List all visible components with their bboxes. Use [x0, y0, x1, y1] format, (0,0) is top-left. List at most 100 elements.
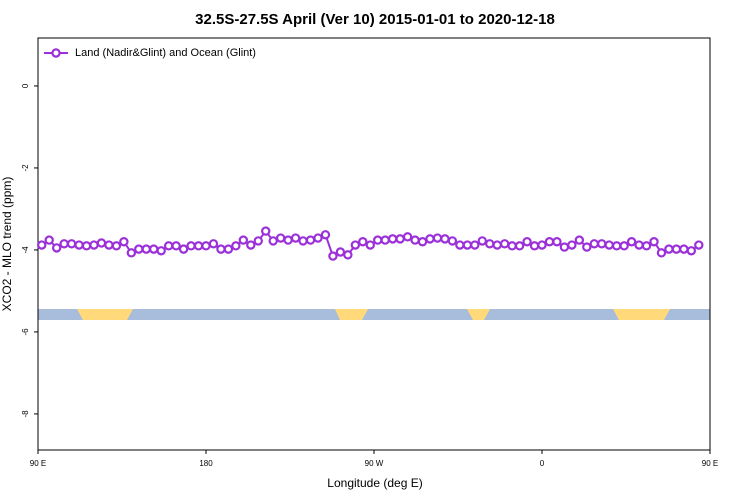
point — [238, 235, 249, 245]
point — [201, 241, 211, 251]
point — [156, 246, 166, 256]
point — [119, 237, 129, 247]
point — [350, 240, 361, 250]
x-tick-label: 180 — [199, 459, 213, 468]
point — [305, 235, 316, 245]
point — [275, 233, 286, 243]
point — [126, 248, 137, 258]
point — [89, 240, 99, 250]
point — [37, 240, 47, 250]
point — [440, 234, 450, 244]
point — [611, 241, 622, 251]
point — [74, 240, 84, 250]
point — [499, 239, 510, 249]
point — [522, 237, 532, 247]
point — [298, 236, 308, 246]
point — [66, 239, 77, 249]
point — [290, 233, 301, 243]
point — [216, 244, 226, 254]
point — [171, 241, 181, 251]
y-tick-label: 0 — [21, 83, 30, 88]
point — [246, 240, 256, 250]
point — [582, 242, 592, 252]
point — [380, 235, 390, 245]
point — [208, 239, 219, 249]
point — [641, 241, 652, 251]
point — [679, 244, 689, 254]
point — [231, 241, 241, 251]
point — [537, 240, 547, 250]
point — [626, 237, 637, 247]
point — [656, 248, 667, 258]
point — [104, 240, 114, 250]
point — [619, 241, 629, 251]
y-tick-label: -2 — [21, 164, 30, 172]
point — [358, 237, 368, 247]
point — [470, 240, 480, 250]
y-tick-label: -8 — [21, 410, 30, 418]
point — [694, 240, 704, 250]
point — [417, 237, 428, 247]
point — [671, 244, 682, 254]
legend-marker — [51, 48, 61, 58]
x-tick-label: 0 — [540, 459, 545, 468]
point — [589, 239, 599, 249]
x-tick-label: 90 E — [30, 459, 46, 468]
point — [51, 243, 62, 253]
x-tick-label: 90 W — [365, 459, 384, 468]
chart-title: 32.5S-27.5S April (Ver 10) 2015-01-01 to… — [195, 11, 555, 28]
point — [44, 235, 54, 245]
point — [163, 241, 174, 251]
point — [544, 237, 555, 247]
point — [492, 240, 502, 250]
point — [425, 234, 435, 244]
point — [552, 237, 562, 247]
point — [59, 239, 69, 249]
point — [604, 240, 614, 250]
point — [574, 235, 585, 245]
point — [81, 241, 92, 251]
point — [432, 233, 443, 243]
point — [313, 233, 323, 243]
point — [261, 226, 271, 236]
x-tick-label: 90 E — [702, 459, 718, 468]
point — [395, 234, 405, 244]
point — [567, 240, 577, 250]
point — [477, 236, 487, 246]
point — [335, 247, 346, 257]
point — [387, 234, 398, 244]
point — [96, 238, 107, 248]
point — [507, 241, 517, 251]
point — [320, 230, 331, 240]
point — [365, 240, 375, 250]
point — [149, 244, 159, 254]
point — [253, 236, 263, 246]
legend-label: Land (Nadir&Glint) and Ocean (Glint) — [75, 47, 256, 59]
point — [111, 241, 122, 251]
surface-band — [38, 309, 710, 320]
y-axis-label: XCO2 - MLO trend (ppm) — [0, 177, 14, 312]
point — [193, 241, 204, 251]
point — [134, 244, 144, 254]
point — [514, 241, 525, 251]
point — [328, 251, 338, 261]
point — [529, 241, 540, 251]
point — [455, 240, 465, 250]
point — [178, 244, 189, 254]
point — [343, 250, 353, 260]
point — [410, 235, 420, 245]
point — [485, 239, 495, 249]
x-axis-label: Longitude (deg E) — [327, 476, 422, 490]
point — [402, 232, 413, 242]
point — [283, 235, 293, 245]
point — [634, 240, 644, 250]
y-tick-label: -4 — [21, 246, 30, 254]
point — [268, 236, 278, 246]
point — [559, 242, 570, 252]
point — [186, 241, 196, 251]
point — [223, 244, 234, 254]
point — [462, 240, 473, 250]
y-tick-label: -6 — [21, 328, 30, 336]
point — [373, 235, 383, 245]
